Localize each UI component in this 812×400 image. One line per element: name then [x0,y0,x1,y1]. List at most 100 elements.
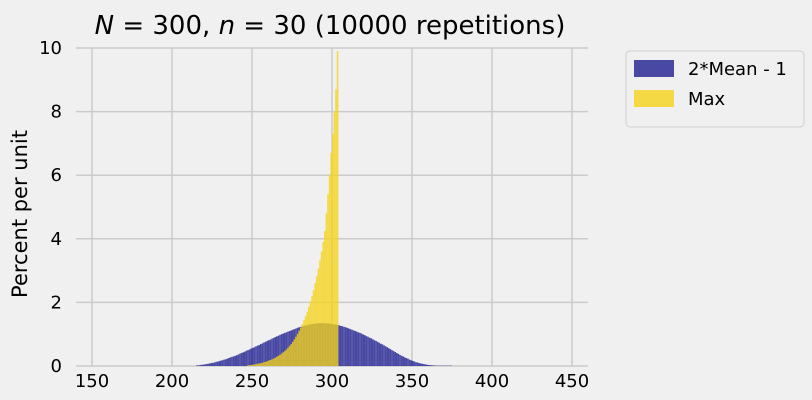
histogram-bar [301,324,304,366]
histogram-bar [285,349,288,366]
legend-label-mean: 2*Mean - 1 [688,59,787,80]
histogram-bar [306,311,308,366]
histogram-bar [204,364,206,366]
histogram-bar [364,335,366,366]
histogram-bar [250,348,252,366]
histogram-bar [405,358,408,366]
histogram-bar [196,365,198,366]
y-tick-label: 2 [51,292,62,313]
histogram-bar [400,355,403,366]
histogram-bar [288,345,291,366]
histogram-bar [348,328,350,366]
histogram-bar [317,268,320,366]
histogram-bar [376,341,379,366]
y-axis-ticks: 0 2 4 6 8 10 [39,38,62,377]
x-tick-label: 150 [75,371,109,392]
histogram-bar [256,345,259,366]
histogram-bar [280,334,283,366]
histogram-bar [341,326,344,366]
histogram-bars [196,51,452,367]
histogram-bar [229,357,232,366]
histogram-bar [300,327,302,366]
histogram-bar [290,344,292,366]
histogram-bar [357,332,360,366]
histogram-bar [272,338,275,366]
histogram-bar [429,365,432,366]
histogram-bar [280,353,283,366]
histogram-bar [392,351,395,366]
x-tick-label: 250 [235,371,269,392]
histogram-bar [263,342,265,366]
histogram-bar [284,351,286,366]
histogram-bar [367,336,369,366]
y-tick-label: 4 [51,229,62,250]
histogram-bar [365,336,368,366]
histogram-bar [394,352,396,366]
histogram-bar [260,344,262,366]
histogram-bar [274,357,276,366]
histogram-bar [333,111,336,366]
histogram-bar [424,364,427,366]
histogram-bar [352,330,355,366]
histogram-bar [328,175,331,366]
x-tick-label: 350 [395,371,429,392]
histogram-bar [296,333,299,366]
histogram-bar [258,345,260,366]
histogram-bar [215,361,217,366]
histogram-bar [264,361,267,366]
histogram-bar [200,364,203,366]
legend: 2*Mean - 1 Max [625,50,805,128]
histogram-bar [279,354,281,366]
histogram-bar [228,358,230,366]
histogram-bar [432,365,435,366]
histogram-bar [388,348,390,366]
histogram-bar [256,363,259,366]
histogram-bar [253,347,256,366]
histogram-bar [421,363,424,366]
histogram-bar [327,194,329,366]
histogram-bar [224,359,227,366]
histogram-bar [418,363,420,366]
histogram-bar [245,350,248,366]
histogram-bar [410,360,412,366]
histogram-bar [397,353,400,366]
histogram-bar [389,349,392,366]
histogram-bar [247,365,249,366]
x-axis-ticks: 150 200 250 300 350 400 450 [75,371,589,392]
histogram-bar [221,360,224,366]
histogram-bar [287,347,289,366]
histogram-bar [226,358,228,366]
histogram-bar [285,332,288,366]
histogram-bar [239,353,241,366]
histogram-bar [236,355,238,366]
histogram-bar [207,363,209,366]
histogram-bar [415,362,417,366]
histogram-bar [322,241,324,366]
histogram-bar [274,337,276,366]
histogram-bar [250,365,252,366]
y-tick-label: 6 [51,165,62,186]
histogram-bar [399,354,401,366]
histogram-bar [253,364,256,366]
histogram-bar [277,335,280,366]
histogram-bar [223,359,225,366]
series-1-bars [247,51,339,367]
x-tick-label: 300 [315,371,349,392]
histogram-bar [372,339,374,366]
histogram-bar [380,343,382,366]
histogram-bar [279,334,281,366]
histogram-bar [360,333,363,366]
histogram-bar [199,365,201,366]
histogram-bar [269,359,272,366]
histogram-bar [320,251,323,366]
histogram-bar [428,365,430,366]
histogram-bar [218,361,220,366]
histogram-bar [282,333,284,366]
histogram-bar [284,332,286,366]
histogram-bar [202,364,204,366]
histogram-bar [276,336,278,366]
chart-title: N = 300, n = 30 (10000 repetitions) [95,11,566,41]
histogram-bar [263,362,265,366]
y-tick-label: 8 [51,102,62,123]
